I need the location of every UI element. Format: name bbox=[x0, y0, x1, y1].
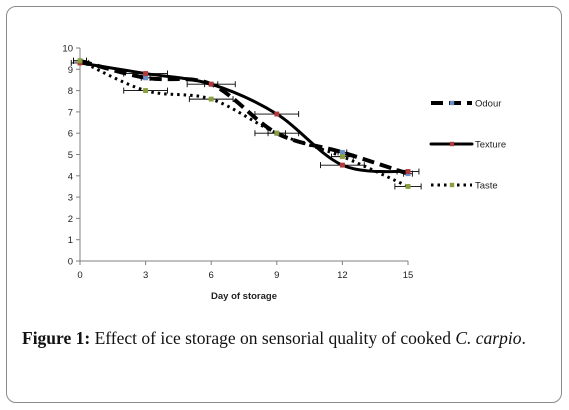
data-point-taste bbox=[339, 154, 345, 160]
y-tick-label: 5 bbox=[68, 150, 73, 161]
series-odour bbox=[72, 57, 413, 177]
x-tick-label: 15 bbox=[403, 270, 414, 281]
caption-text: Effect of ice storage on sensorial quali… bbox=[90, 328, 456, 348]
figure-frame bbox=[6, 6, 562, 403]
series-line-taste bbox=[79, 59, 409, 188]
figure-caption: Figure 1: Effect of ice storage on senso… bbox=[22, 326, 552, 351]
y-tick-label: 3 bbox=[68, 193, 73, 204]
data-point-texture bbox=[405, 169, 411, 174]
data-point-texture bbox=[274, 111, 280, 117]
legend-label-texture: Texture bbox=[475, 140, 506, 151]
caption-lead: Figure 1: bbox=[22, 328, 91, 348]
y-tick-label: 2 bbox=[68, 214, 73, 225]
data-point-odour bbox=[339, 149, 345, 155]
legend-item-odour: Odour bbox=[431, 99, 501, 110]
legend-marker-taste bbox=[449, 182, 455, 188]
legend-item-texture: Texture bbox=[429, 140, 506, 151]
y-tick-label: 1 bbox=[68, 235, 73, 246]
y-tick-label: 6 bbox=[68, 129, 73, 140]
data-point-odour bbox=[143, 75, 149, 81]
x-tick-label: 6 bbox=[209, 270, 214, 281]
y-tick-label: 10 bbox=[62, 44, 73, 55]
y-tick-label: 7 bbox=[68, 107, 73, 118]
data-point-texture bbox=[208, 81, 214, 87]
data-point-taste bbox=[77, 58, 83, 64]
legend-label-odour: Odour bbox=[475, 99, 501, 110]
data-point-taste bbox=[274, 130, 280, 136]
chart-legend: Odour Texture Taste bbox=[429, 99, 506, 192]
caption-species: C. carpio bbox=[455, 328, 522, 348]
y-tick-label: 4 bbox=[68, 171, 73, 182]
legend-marker-odour bbox=[449, 100, 455, 106]
legend-item-taste: Taste bbox=[431, 181, 498, 192]
x-axis-label: Day of storage bbox=[211, 291, 277, 302]
series-line-odour bbox=[79, 58, 409, 176]
data-point-taste bbox=[405, 184, 411, 189]
legend-label-taste: Taste bbox=[475, 181, 498, 192]
chart-series bbox=[70, 57, 422, 190]
legend-marker-texture bbox=[449, 141, 455, 147]
y-tick-label: 8 bbox=[68, 86, 73, 97]
x-tick-label: 9 bbox=[274, 270, 279, 281]
x-tick-label: 0 bbox=[77, 270, 82, 281]
series-line-texture bbox=[78, 61, 410, 174]
series-taste bbox=[72, 57, 422, 190]
data-point-taste bbox=[208, 96, 214, 102]
y-tick-label: 0 bbox=[68, 257, 73, 268]
data-point-texture bbox=[143, 71, 149, 77]
x-tick-label: 3 bbox=[143, 270, 148, 281]
x-tick-label: 12 bbox=[337, 270, 348, 281]
data-point-texture bbox=[339, 162, 345, 168]
data-point-taste bbox=[143, 88, 149, 94]
y-tick-label: 9 bbox=[68, 65, 73, 76]
caption-end: . bbox=[521, 328, 526, 348]
